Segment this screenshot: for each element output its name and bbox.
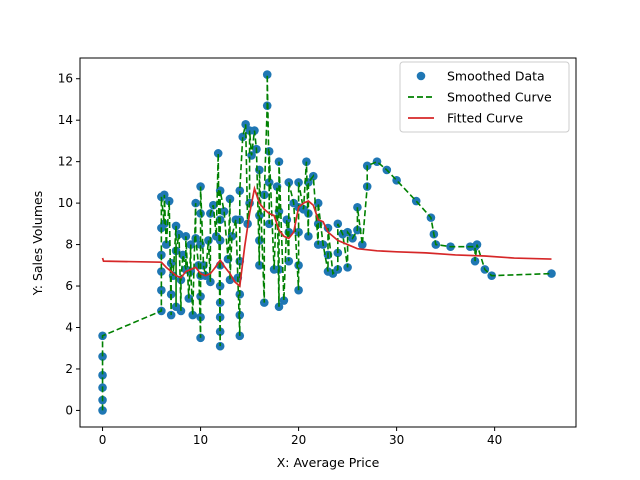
data-point: [358, 240, 367, 249]
x-tick-label: 20: [291, 433, 306, 447]
y-tick-label: 2: [65, 362, 73, 376]
y-tick-label: 6: [65, 279, 73, 293]
x-tick-label: 40: [487, 433, 502, 447]
legend-entry-smoothed-curve: Smoothed Curve: [447, 90, 552, 105]
x-axis-label: X: Average Price: [277, 455, 380, 470]
y-tick-label: 0: [65, 403, 73, 417]
smoothed-curve-line: [101, 74, 552, 411]
data-point: [304, 231, 313, 241]
x-tick-label: 30: [389, 433, 404, 447]
data-point: [98, 406, 107, 415]
smoothed-data-points: [98, 70, 556, 415]
data-point: [188, 310, 198, 320]
y-axis-label: Y: Sales Volumes: [30, 191, 45, 296]
y-tick-label: 4: [65, 320, 73, 334]
legend-frame: [399, 61, 570, 133]
legend: Smoothed Data Smoothed Curve Fitted Curve: [399, 61, 570, 133]
legend-marker: [416, 71, 426, 81]
data-point: [215, 341, 225, 351]
y-tick-label: 8: [65, 238, 73, 252]
data-point: [238, 132, 248, 142]
data-point: [547, 269, 556, 278]
x-tick-label: 0: [99, 433, 107, 447]
data-point: [157, 285, 166, 295]
data-point: [279, 296, 289, 305]
data-point: [161, 240, 171, 249]
data-point: [213, 149, 223, 158]
data-point: [235, 186, 245, 195]
y-tick-label: 10: [58, 196, 73, 210]
data-point: [219, 207, 229, 216]
fitted-curve-line: [101, 185, 552, 288]
y-tick-label: 16: [58, 72, 73, 86]
y-tick-label: 12: [58, 155, 73, 169]
x-tick-label: 10: [193, 433, 208, 447]
data-point: [215, 327, 225, 336]
data-point: [313, 198, 323, 208]
plot-frame: [79, 57, 577, 428]
data-point: [157, 267, 166, 276]
data-point: [164, 196, 174, 206]
y-tick-label: 14: [58, 113, 73, 127]
data-point: [98, 370, 107, 380]
data-point: [262, 70, 272, 79]
legend-entry-fitted-curve: Fitted Curve: [447, 111, 523, 126]
data-point: [225, 194, 235, 204]
legend-entry-smoothed-data: Smoothed Data: [447, 69, 545, 84]
data-point: [196, 292, 205, 301]
data-point: [98, 352, 107, 361]
